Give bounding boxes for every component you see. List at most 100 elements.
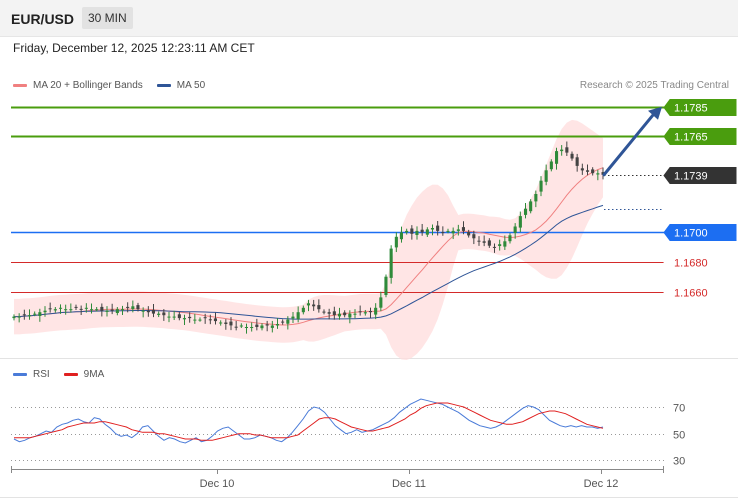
candle-body [358, 311, 362, 313]
candle-body [580, 168, 584, 171]
candle-body [105, 310, 109, 312]
rsi-legend-label-9ma: 9MA [83, 369, 105, 380]
candle-body [415, 230, 419, 235]
candle-body [53, 309, 57, 311]
price-tag-label-1.1680: 1.1680 [674, 258, 708, 270]
candle-body [255, 324, 259, 327]
candle-body [291, 316, 295, 319]
candle-body [524, 208, 528, 215]
candle-body [172, 316, 176, 318]
candle-body [492, 246, 496, 248]
candle-body [136, 305, 140, 310]
candle-body [472, 234, 476, 239]
price-tag-1.1785 [663, 99, 737, 116]
time-label-1: Dec 11 [392, 478, 426, 490]
candle-body [436, 225, 440, 231]
forecast-arrow-shaft [602, 112, 656, 177]
candle-body [17, 316, 21, 318]
candle-body [229, 321, 233, 326]
candle-body [90, 309, 94, 311]
price-tag-label-1.1765: 1.1765 [674, 132, 708, 144]
candle-body [239, 325, 243, 327]
candle-body [69, 309, 73, 311]
legend-swatch-ma50 [156, 84, 171, 87]
candle-body [425, 229, 429, 235]
candle-body [539, 180, 543, 192]
candle-body [306, 303, 310, 306]
candle-body [59, 307, 63, 309]
time-label-2: Dec 12 [584, 478, 619, 490]
candle-body [48, 308, 52, 310]
candle-body [565, 147, 569, 153]
rsi-legend-swatch-9ma [63, 373, 78, 376]
candle-body [513, 226, 517, 233]
candle-body [296, 312, 300, 319]
candle-body [317, 305, 321, 310]
candle-body [188, 316, 192, 319]
candle-body [503, 241, 507, 247]
candle-body [84, 307, 88, 309]
price-tag-1.1680 [663, 254, 737, 271]
candle-body [560, 149, 564, 152]
candle-body [64, 309, 68, 311]
candle-body [115, 309, 119, 313]
candle-body [363, 312, 367, 314]
candle-body [456, 229, 460, 231]
candle-body [430, 228, 434, 230]
rsi-tick-50: 50 [673, 430, 685, 442]
candle-body [518, 216, 522, 228]
candle-body [146, 310, 150, 313]
candle-body [281, 321, 285, 323]
price-tag-1.1700 [663, 224, 737, 241]
candle-body [467, 232, 471, 236]
candle-body [74, 306, 78, 308]
candle-body [549, 161, 553, 170]
candle-body [312, 304, 316, 307]
symbol-label: EUR/USD [11, 11, 75, 27]
candle-body [95, 309, 99, 311]
legend-label-ma50: MA 50 [176, 80, 206, 91]
rsi-legend-item-9ma: 9MA [63, 369, 105, 380]
timeframe-button[interactable]: 30 MIN [82, 7, 133, 29]
rsi-legend-swatch-rsi [13, 373, 27, 376]
candle-body [461, 227, 465, 231]
candle-body [544, 170, 548, 182]
price-tag-1.1660 [663, 284, 737, 301]
price-tag-1.1765 [663, 128, 737, 145]
rsi-ma-line [14, 402, 604, 441]
price-tag-label-1.1785: 1.1785 [674, 103, 708, 115]
candle-body [121, 309, 125, 311]
candle-body [332, 311, 336, 316]
candle-body [141, 310, 145, 312]
research-credit: Research © 2025 Trading Central [579, 80, 729, 91]
candle-body [213, 318, 217, 322]
time-label-0: Dec 10 [200, 478, 235, 490]
price-tag-label-1.1660: 1.1660 [674, 288, 708, 300]
candle-body [575, 157, 579, 166]
candle-body [410, 228, 414, 234]
candle-body [38, 312, 42, 316]
candle-body [22, 314, 26, 316]
candle-body [508, 235, 512, 242]
candle-body [234, 326, 238, 328]
candle-body [162, 312, 166, 316]
candle-body [477, 240, 481, 242]
candle-body [100, 306, 104, 311]
candle-body [596, 173, 600, 175]
rsi-legend-label-rsi: RSI [33, 369, 50, 380]
candle-body [79, 308, 83, 310]
bollinger-band [14, 119, 603, 361]
candle-body [379, 297, 383, 308]
candle-body [337, 313, 341, 317]
candle-body [384, 276, 388, 295]
candle-body [498, 244, 502, 246]
candle-body [33, 313, 37, 315]
candle-body [12, 316, 16, 319]
candle-body [27, 315, 31, 317]
candle-body [394, 236, 398, 248]
candle-body [110, 309, 114, 311]
timestamp: Friday, December 12, 2025 12:23:11 AM CE… [13, 41, 255, 55]
candle-body [482, 241, 486, 243]
candle-body [348, 313, 352, 318]
